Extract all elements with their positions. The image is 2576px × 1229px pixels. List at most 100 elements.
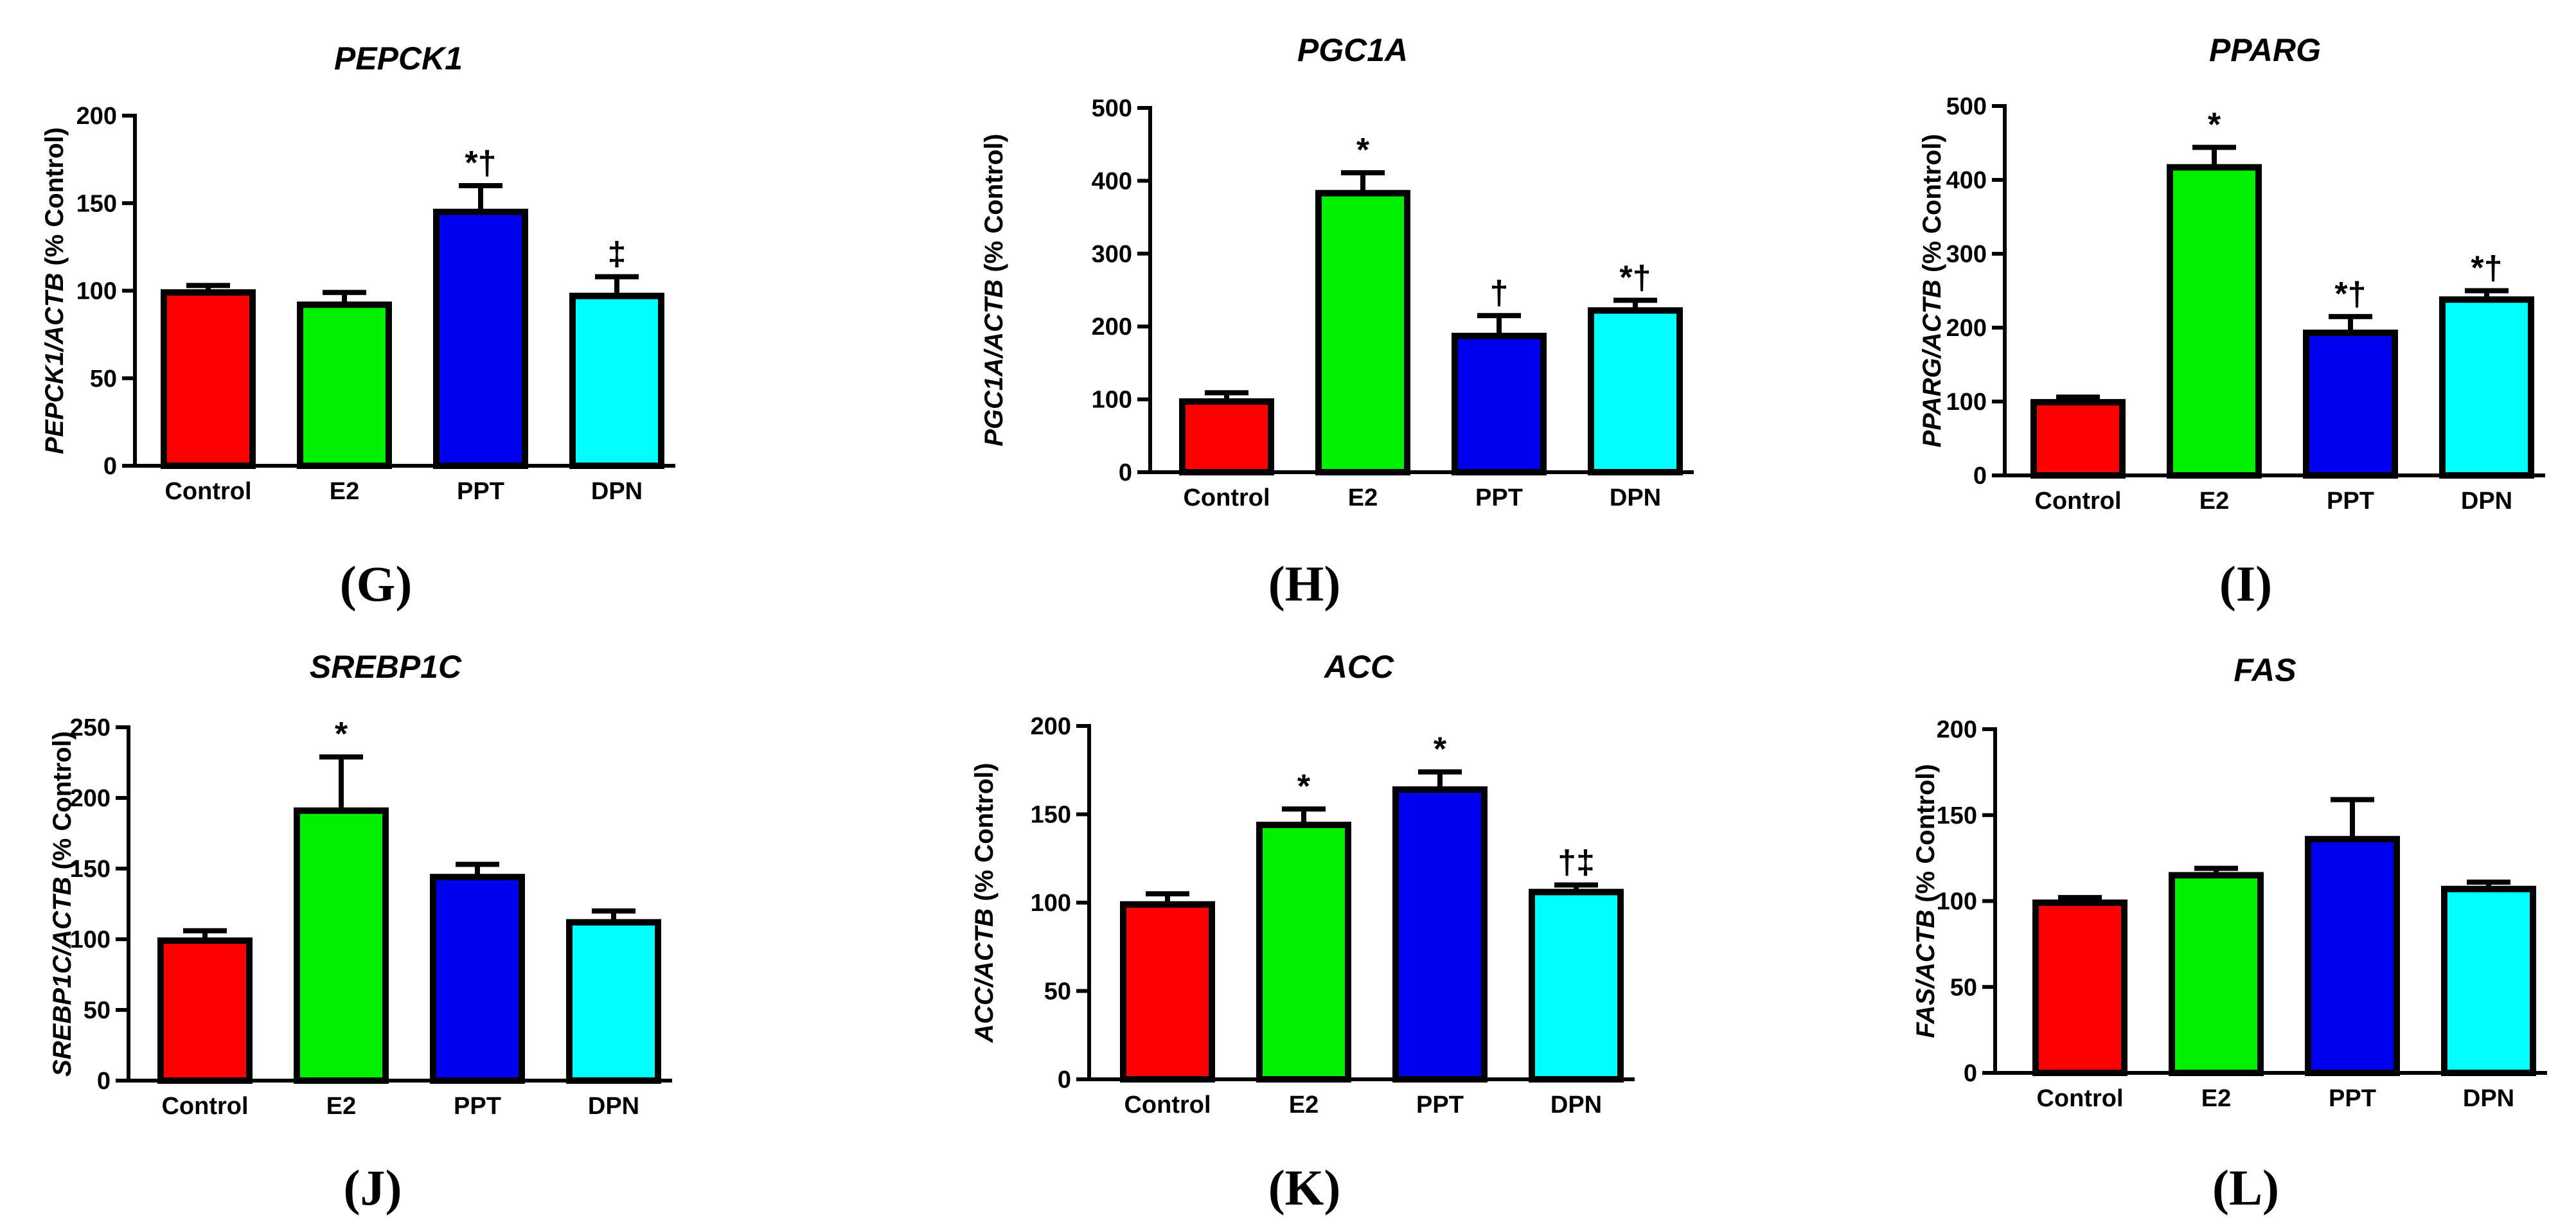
panel-letter: (G) [340, 556, 413, 612]
y-tick-label: 0 [103, 453, 117, 480]
x-tick-label: PPT [1416, 1092, 1464, 1118]
y-tick-label: 500 [1946, 93, 1987, 120]
significance-mark: *† [1619, 259, 1651, 296]
x-tick-label: PPT [457, 478, 504, 505]
y-tick-label: 100 [70, 926, 111, 953]
significance-mark: ‡ [608, 236, 626, 273]
y-axis-label: SREBP1C/ACTB (% Control) [48, 731, 76, 1077]
y-tick-label: 0 [1973, 463, 1987, 490]
y-tick-label: 0 [1119, 459, 1132, 486]
bar-ppt [430, 874, 525, 1084]
x-tick-label: Control [2034, 488, 2121, 515]
bar-control [1120, 901, 1215, 1083]
bar-e2 [2167, 164, 2262, 479]
bar-dpn [569, 292, 664, 469]
significance-mark: † [1490, 274, 1509, 312]
chart-title: PEPCK1 [334, 40, 463, 76]
y-tick-label: 200 [70, 785, 111, 812]
x-tick-label: E2 [1289, 1092, 1319, 1118]
bar-ppt [433, 208, 528, 469]
y-tick-label: 200 [1092, 314, 1132, 340]
x-tick-label: E2 [1348, 484, 1378, 511]
y-tick-label: 500 [1092, 95, 1132, 122]
bar-ppt [1392, 786, 1488, 1083]
panel-letter: (L) [2212, 1160, 2279, 1216]
significance-mark: * [2208, 106, 2221, 143]
x-tick-label: DPN [2461, 488, 2512, 515]
y-axis-label: FAS/ACTB (% Control) [1912, 764, 1940, 1038]
y-tick-label: 200 [1946, 315, 1987, 342]
significance-mark: *† [465, 145, 496, 182]
x-tick-label: E2 [2199, 488, 2229, 515]
y-tick-label: 300 [1946, 241, 1987, 268]
chart-title: PPARG [2209, 32, 2321, 68]
y-axis-label: PPARG/ACTB (% Control) [1918, 134, 1946, 447]
y-tick-label: 0 [97, 1068, 111, 1095]
x-tick-label: DPN [1610, 484, 1661, 511]
x-tick-label: DPN [1550, 1092, 1602, 1118]
bar-e2 [2169, 872, 2264, 1076]
chart-title: FAS [2234, 652, 2296, 688]
bar-ppt [2305, 836, 2400, 1076]
x-tick-label: PPT [2327, 488, 2374, 515]
y-tick-label: 400 [1092, 168, 1132, 195]
bar-control [2032, 899, 2127, 1077]
panel-letter: (I) [2219, 556, 2272, 612]
bar-dpn [1588, 307, 1683, 476]
bar-e2 [1315, 190, 1410, 475]
x-tick-label: DPN [2463, 1085, 2514, 1112]
chart-panel-pepck1: PEPCK1 PEPCK1/ACTB (% Control) 0 50 100 150 20… [40, 40, 675, 505]
chart-panel-pparg: PPARG PPARG/ACTB (% Control) 0 100 200 300 400… [1918, 32, 2545, 515]
bar-e2 [297, 301, 392, 469]
y-tick-label: 150 [76, 190, 117, 217]
y-tick-label: 250 [70, 714, 111, 741]
y-tick-label: 150 [1031, 802, 1071, 829]
bar-ppt [1452, 332, 1547, 476]
significance-mark: * [1434, 731, 1447, 768]
y-tick-label: 300 [1092, 241, 1132, 268]
y-axis-label: ACC/ACTB (% Control) [970, 763, 999, 1043]
bar-e2 [294, 807, 389, 1084]
y-tick-label: 100 [1946, 389, 1987, 416]
y-tick-label: 150 [70, 856, 111, 883]
x-tick-label: Control [1124, 1092, 1211, 1118]
bar-control [1179, 398, 1274, 476]
x-tick-label: Control [2036, 1085, 2123, 1112]
chart-panel-acc: ACC ACC/ACTB (% Control) 0 50 100 150 200 Contr… [970, 649, 1635, 1118]
significance-mark: * [1356, 132, 1370, 169]
bar-control [161, 289, 256, 469]
significance-mark: *† [2471, 250, 2502, 287]
bar-dpn [2439, 296, 2534, 479]
x-tick-label: PPT [1475, 484, 1523, 511]
bar-ppt [2303, 330, 2398, 479]
y-axis-label: PGC1A/ACTB (% Control) [980, 134, 1008, 447]
x-tick-label: DPN [591, 478, 643, 505]
x-tick-label: PPT [2329, 1085, 2376, 1112]
y-tick-label: 50 [1044, 978, 1071, 1005]
y-tick-label: 100 [1092, 387, 1132, 414]
chart-panel-pgc1a: PGC1A PGC1A/ACTB (% Control) 0 100 200 300 400… [980, 32, 1694, 511]
y-tick-label: 50 [84, 997, 111, 1024]
y-tick-label: 0 [1964, 1060, 1977, 1087]
bar-control [157, 937, 253, 1084]
chart-panel-srebp1c: SREBP1C SREBP1C/ACTB (% Control) 0 50 100 150… [48, 649, 672, 1120]
y-tick-label: 100 [76, 278, 117, 305]
y-tick-label: 100 [1937, 889, 1977, 915]
panel-letter: (K) [1268, 1160, 1341, 1216]
y-tick-label: 400 [1946, 167, 1987, 194]
x-tick-label: E2 [330, 478, 359, 505]
panel-letter: (J) [344, 1160, 402, 1216]
chart-title: ACC [1323, 649, 1394, 685]
y-tick-label: 200 [76, 103, 117, 130]
x-tick-label: Control [164, 478, 251, 505]
significance-mark: * [1297, 768, 1311, 805]
panel-letter: (H) [1268, 556, 1341, 612]
bar-dpn [566, 919, 661, 1084]
significance-mark: †‡ [1558, 844, 1595, 881]
x-tick-label: E2 [2201, 1085, 2231, 1112]
x-tick-label: Control [161, 1093, 248, 1120]
y-tick-label: 100 [1031, 890, 1071, 917]
y-tick-label: 200 [1937, 716, 1977, 743]
x-tick-label: DPN [588, 1093, 639, 1120]
